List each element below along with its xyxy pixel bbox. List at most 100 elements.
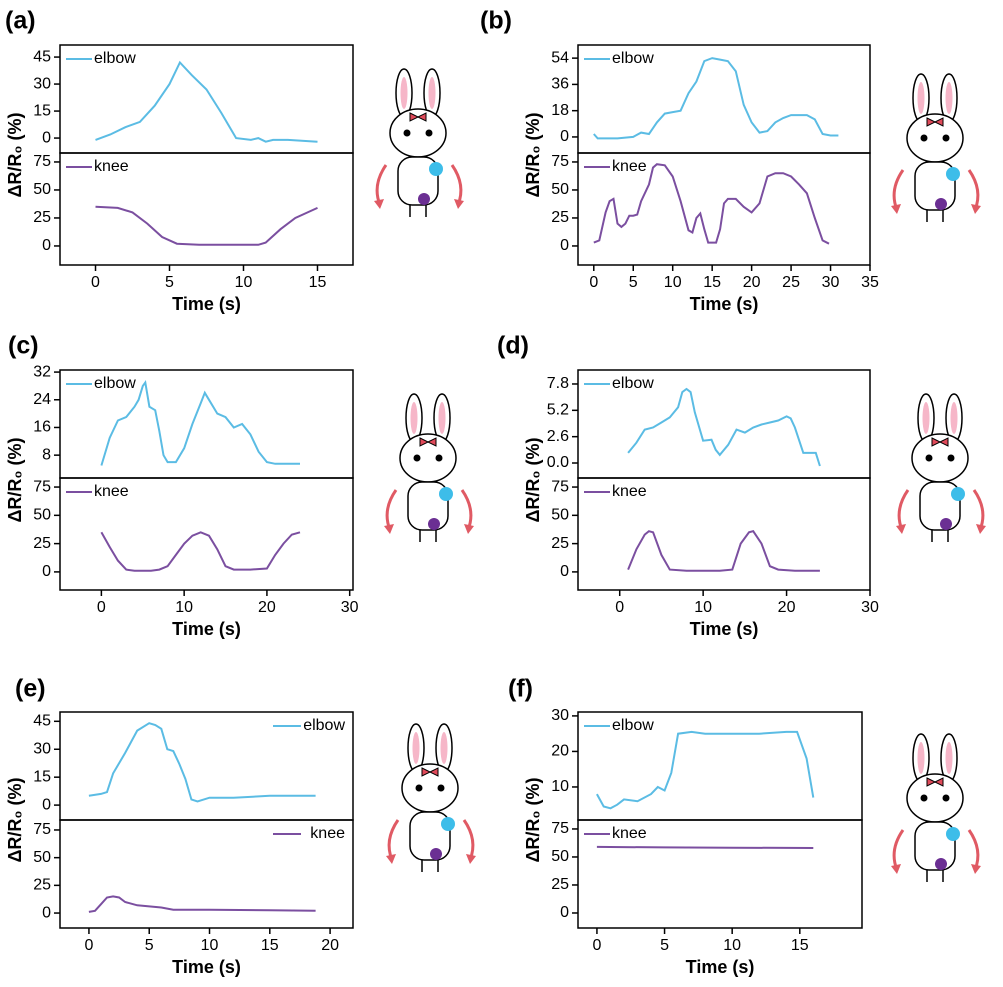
data-line xyxy=(596,730,815,810)
legend-label: elbow xyxy=(94,50,136,67)
data-line xyxy=(593,57,839,140)
x-tick-label: 35 xyxy=(861,274,879,291)
panel-label: (e) xyxy=(15,675,46,703)
y-tick-label: 50 xyxy=(33,849,51,866)
x-tick-label: 15 xyxy=(309,274,327,291)
panel-label: (c) xyxy=(8,332,39,360)
plot-frame xyxy=(59,477,354,591)
y-tick-label: 25 xyxy=(551,876,569,893)
y-tick-label: 25 xyxy=(551,209,569,226)
x-axis-label: Time (s) xyxy=(690,294,759,314)
y-tick-label: 25 xyxy=(33,535,51,552)
x-tick-label: 30 xyxy=(822,274,840,291)
x-tick-label: 25 xyxy=(782,274,800,291)
y-tick-label: 25 xyxy=(33,209,51,226)
x-tick-label: 10 xyxy=(175,599,193,616)
x-tick-label: 20 xyxy=(778,599,796,616)
y-tick-label: 15 xyxy=(33,768,51,785)
legend-label: elbow xyxy=(612,50,654,67)
illustration xyxy=(889,732,983,884)
x-tick-label: 0 xyxy=(589,274,598,291)
panel-label: (f) xyxy=(508,675,533,703)
plot-frame xyxy=(59,152,354,266)
illustration xyxy=(384,722,478,874)
x-tick-label: 15 xyxy=(261,937,279,954)
legend-label: knee xyxy=(94,158,129,175)
y-tick-label: 0 xyxy=(560,563,569,580)
data-line xyxy=(593,163,830,245)
legend-label: knee xyxy=(612,158,647,175)
y-tick-label: 25 xyxy=(33,877,51,894)
legend-label: elbow xyxy=(612,375,654,392)
x-tick-label: 10 xyxy=(235,274,253,291)
y-tick-label: 0 xyxy=(560,904,569,921)
y-tick-label: 0 xyxy=(42,129,51,146)
y-tick-label: 25 xyxy=(551,535,569,552)
legend-label: knee xyxy=(310,825,345,842)
y-tick-label: 0.0 xyxy=(547,454,569,471)
x-tick-label: 15 xyxy=(703,274,721,291)
y-tick-label: 30 xyxy=(33,75,51,92)
plot-frame xyxy=(577,477,871,591)
panel-label: (d) xyxy=(497,332,529,360)
x-axis-label: Time (s) xyxy=(172,957,241,977)
x-tick-label: 20 xyxy=(743,274,761,291)
y-tick-label: 75 xyxy=(33,821,51,838)
plot-frame xyxy=(577,819,863,929)
y-tick-label: 5.2 xyxy=(547,402,569,419)
x-tick-label: 5 xyxy=(660,937,669,954)
y-tick-label: 75 xyxy=(33,153,51,170)
y-tick-label: 10 xyxy=(551,778,569,795)
y-tick-label: 18 xyxy=(551,102,569,119)
data-line xyxy=(100,531,301,572)
y-tick-label: 30 xyxy=(33,740,51,757)
y-axis-label: ΔR/R₀ (%) xyxy=(523,112,543,197)
y-axis-label: ΔR/R₀ (%) xyxy=(5,112,25,197)
x-tick-label: 5 xyxy=(629,274,638,291)
y-tick-label: 24 xyxy=(33,391,51,408)
x-tick-label: 5 xyxy=(145,937,154,954)
plot-frame xyxy=(59,819,354,929)
y-tick-label: 45 xyxy=(33,48,51,65)
y-axis-label: ΔR/R₀ (%) xyxy=(523,437,543,522)
illustration xyxy=(382,392,476,544)
y-tick-label: 75 xyxy=(551,153,569,170)
x-tick-label: 10 xyxy=(723,937,741,954)
y-tick-label: 36 xyxy=(551,76,569,93)
data-line xyxy=(627,530,820,572)
y-axis-label: ΔR/R₀ (%) xyxy=(523,777,543,862)
x-axis-label: Time (s) xyxy=(686,957,755,977)
data-line xyxy=(627,387,821,467)
x-axis-label: Time (s) xyxy=(172,294,241,314)
y-tick-label: 7.8 xyxy=(547,375,569,392)
x-tick-label: 0 xyxy=(615,599,624,616)
legend-label: knee xyxy=(612,483,647,500)
data-line xyxy=(596,845,814,849)
y-tick-label: 50 xyxy=(551,848,569,865)
y-tick-label: 45 xyxy=(33,713,51,730)
legend-label: elbow xyxy=(303,717,345,734)
x-tick-label: 20 xyxy=(321,937,339,954)
x-tick-label: 20 xyxy=(258,599,276,616)
data-line xyxy=(100,380,300,466)
y-tick-label: 0 xyxy=(42,563,51,580)
panel-label: (a) xyxy=(5,7,36,35)
y-tick-label: 75 xyxy=(551,820,569,837)
y-tick-label: 0 xyxy=(560,237,569,254)
illustration xyxy=(372,67,466,219)
x-tick-label: 5 xyxy=(165,274,174,291)
x-tick-label: 10 xyxy=(201,937,219,954)
x-axis-label: Time (s) xyxy=(690,619,759,639)
y-axis-label: ΔR/R₀ (%) xyxy=(5,437,25,522)
y-tick-label: 50 xyxy=(551,507,569,524)
y-tick-label: 15 xyxy=(33,102,51,119)
data-line xyxy=(88,895,316,913)
x-tick-label: 15 xyxy=(791,937,809,954)
y-tick-label: 50 xyxy=(551,181,569,198)
y-tick-label: 0 xyxy=(560,128,569,145)
y-tick-label: 8 xyxy=(42,446,51,463)
y-tick-label: 75 xyxy=(551,478,569,495)
y-tick-label: 0 xyxy=(42,796,51,813)
x-tick-label: 30 xyxy=(341,599,359,616)
y-tick-label: 75 xyxy=(33,478,51,495)
